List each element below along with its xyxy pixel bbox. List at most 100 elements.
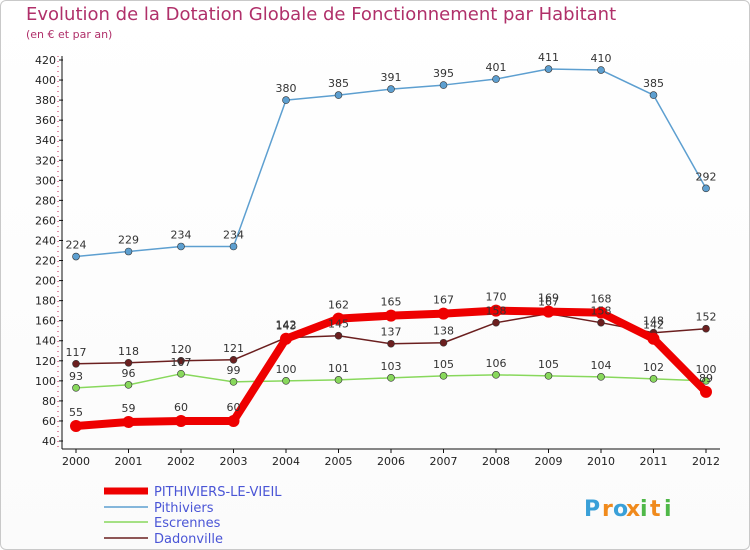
value-label-pithiviers: 401 [486, 61, 507, 74]
value-label-escrennes: 105 [538, 358, 559, 371]
value-label-pithiviers-le-vieil: 142 [276, 319, 297, 332]
point-pithiviers [177, 242, 185, 251]
point-pithiviers-le-vieil [700, 385, 712, 398]
value-label-escrennes: 107 [171, 356, 192, 369]
point-dadonville [492, 318, 500, 327]
value-label-dadonville: 118 [118, 345, 139, 358]
value-label-pithiviers-le-vieil: 169 [538, 292, 559, 305]
value-label-pithiviers-le-vieil: 59 [122, 402, 136, 415]
value-label-escrennes: 100 [696, 363, 717, 376]
y-tick-label: 380 [35, 94, 56, 107]
point-pithiviers [72, 252, 80, 261]
value-label-dadonville: 152 [696, 311, 717, 324]
value-label-pithiviers: 380 [276, 82, 297, 95]
x-tick-label: 2011 [640, 455, 668, 468]
value-label-dadonville: 120 [171, 343, 192, 356]
x-tick-label: 2008 [482, 455, 510, 468]
data-labels: 117 118 120 121 143 145 137 138 158 167 158 148 152 9… [66, 51, 717, 419]
point-pithiviers-le-vieil [385, 309, 397, 322]
point-escrennes [649, 375, 658, 383]
value-label-dadonville: 145 [328, 318, 349, 331]
logo-letter: i [664, 497, 672, 522]
y-tick-label: 40 [42, 435, 56, 448]
point-escrennes [439, 372, 448, 380]
value-label-dadonville: 138 [433, 325, 454, 338]
point-pithiviers [702, 184, 710, 193]
logo-letter: P [584, 497, 600, 522]
value-label-escrennes: 100 [276, 363, 297, 376]
legend: PITHIVIERS-LE-VIEILPithiviersEscrennesDa… [104, 485, 282, 547]
value-label-escrennes: 101 [328, 362, 349, 375]
point-escrennes [124, 381, 133, 389]
point-pithiviers-le-vieil [490, 304, 502, 317]
value-label-pithiviers: 395 [433, 67, 454, 80]
y-tick-label: 360 [35, 114, 56, 127]
point-pithiviers-le-vieil [175, 414, 187, 427]
point-dadonville [229, 355, 238, 364]
point-pithiviers [649, 91, 658, 99]
y-tick-label: 340 [35, 134, 56, 147]
value-label-pithiviers: 385 [328, 77, 349, 90]
y-tick-label: 140 [35, 335, 56, 348]
point-escrennes [177, 370, 185, 378]
value-label-pithiviers-le-vieil: 165 [381, 296, 402, 309]
y-tick-label: 60 [42, 415, 56, 428]
value-label-pithiviers: 410 [591, 52, 612, 65]
value-label-pithiviers: 229 [118, 234, 139, 247]
point-escrennes [282, 377, 290, 385]
legend-label-dadonville: Dadonville [154, 532, 223, 547]
value-label-dadonville: 148 [643, 315, 664, 328]
point-dadonville [702, 324, 710, 333]
chart-title: Evolution de la Dotation Globale de Fonc… [26, 4, 617, 25]
value-label-pithiviers: 234 [171, 228, 192, 241]
value-label-escrennes: 96 [122, 367, 136, 380]
x-tick-label: 2006 [377, 455, 405, 468]
y-tick-label: 280 [35, 194, 56, 207]
legend-label-pithiviers-le-vieil: PITHIVIERS-LE-VIEIL [154, 485, 282, 500]
y-tick-label: 80 [42, 395, 56, 408]
value-label-pithiviers-le-vieil: 168 [591, 293, 612, 306]
value-label-escrennes: 104 [591, 359, 612, 372]
value-label-pithiviers-le-vieil: 60 [227, 401, 241, 414]
point-pithiviers [124, 247, 133, 256]
point-pithiviers-le-vieil [227, 414, 240, 427]
x-tick-label: 2000 [62, 455, 90, 468]
legend-label-pithiviers: Pithiviers [154, 501, 214, 516]
point-dadonville [177, 356, 185, 365]
point-pithiviers-le-vieil [332, 312, 345, 325]
point-escrennes [597, 373, 605, 381]
point-dadonville [72, 359, 80, 368]
y-tick-label: 420 [35, 54, 56, 67]
series-layer [70, 65, 712, 432]
value-label-pithiviers-le-vieil: 170 [486, 291, 507, 304]
x-tick-label: 2010 [587, 455, 615, 468]
point-dadonville [334, 331, 343, 340]
value-label-dadonville: 117 [66, 346, 87, 359]
value-label-pithiviers-le-vieil: 162 [328, 299, 349, 312]
y-tick-label: 220 [35, 255, 56, 268]
x-tick-label: 2007 [430, 455, 458, 468]
value-label-pithiviers: 234 [223, 228, 244, 241]
point-pithiviers [282, 96, 290, 104]
value-label-escrennes: 99 [227, 364, 241, 377]
value-label-escrennes: 106 [486, 357, 507, 370]
x-tick-label: 2005 [325, 455, 353, 468]
value-label-dadonville: 167 [538, 296, 559, 309]
value-label-pithiviers-le-vieil: 89 [699, 372, 713, 385]
point-pithiviers-le-vieil [542, 305, 555, 318]
x-tick-label: 2001 [115, 455, 143, 468]
value-label-pithiviers-le-vieil: 60 [174, 401, 188, 414]
value-label-dadonville: 137 [381, 326, 402, 339]
value-label-pithiviers: 411 [538, 51, 559, 64]
point-pithiviers [387, 85, 395, 93]
y-tick-label: 180 [35, 295, 56, 308]
logo-letter: x [626, 497, 640, 522]
value-label-pithiviers: 391 [381, 71, 402, 84]
x-tick-label: 2003 [220, 455, 248, 468]
y-tick-label: 260 [35, 214, 56, 227]
point-dadonville [124, 358, 133, 367]
value-label-pithiviers-le-vieil: 167 [433, 294, 454, 307]
logo-letter: i [640, 497, 648, 522]
